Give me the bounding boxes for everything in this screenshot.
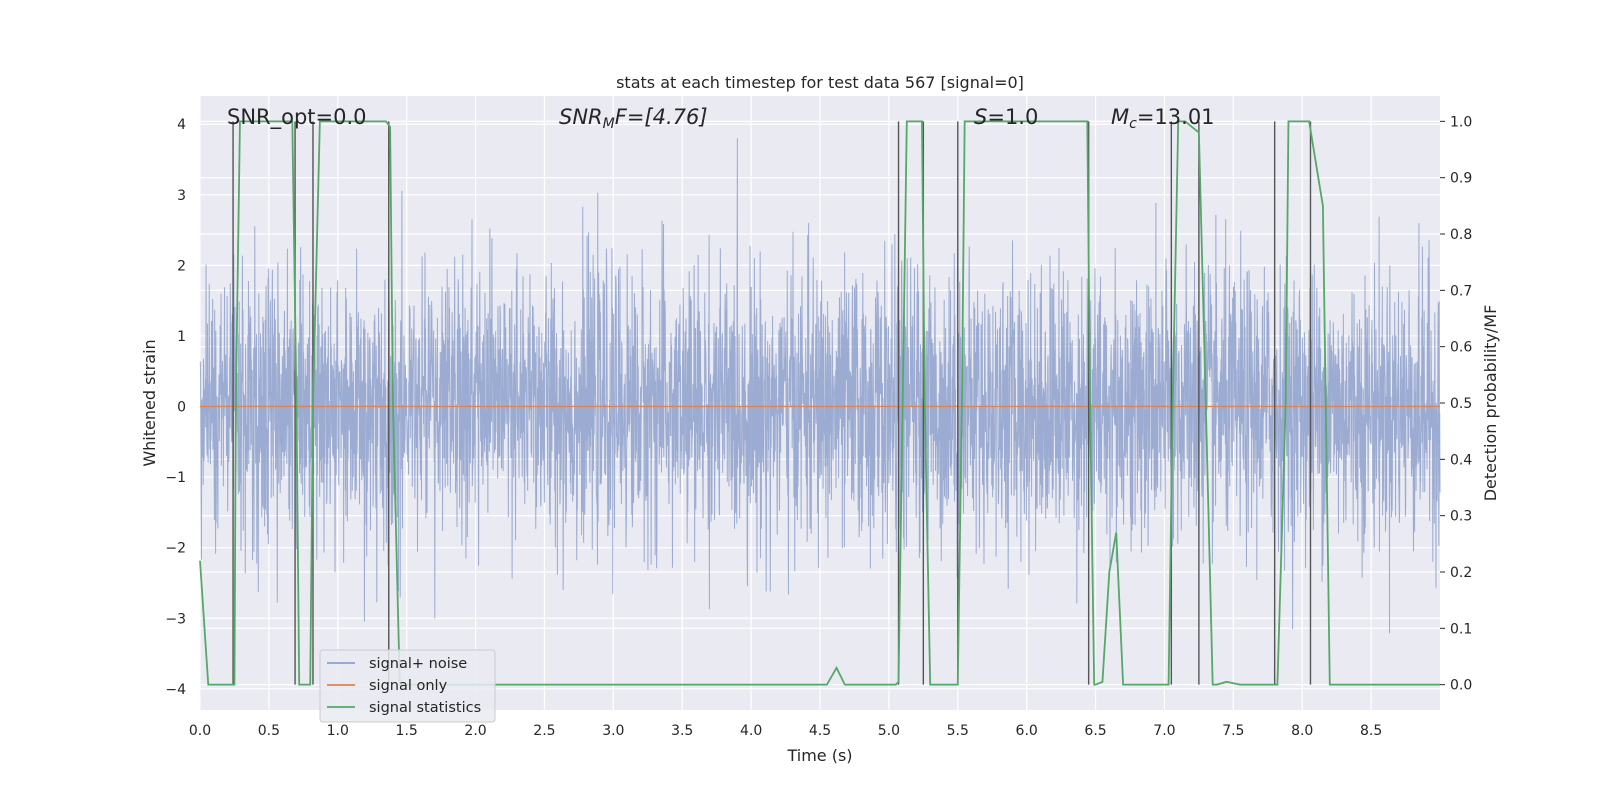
y2-tick-label: 0.8 — [1450, 227, 1472, 243]
annotation-snr-opt: SNR_opt=0.0 — [227, 105, 367, 130]
x-tick-label: 8.0 — [1291, 723, 1313, 739]
y2-tick-label: 0.5 — [1450, 396, 1472, 412]
x-tick-label: 1.0 — [327, 723, 349, 739]
x-tick-label: 2.0 — [464, 723, 486, 739]
annotation-snr-mf-main: SNR — [559, 105, 603, 129]
legend-label-stats: signal statistics — [369, 700, 481, 716]
x-tick-label: 6.5 — [1084, 723, 1106, 739]
annotation-s-main: S — [974, 105, 987, 129]
legend: signal+ noise signal only signal statist… — [319, 649, 496, 723]
x-tick-label: 7.5 — [1222, 723, 1244, 739]
x-tick-label: 7.0 — [1153, 723, 1175, 739]
y-tick-label: −2 — [165, 541, 186, 557]
y-tick-label: 3 — [177, 188, 186, 204]
y-tick-label: 1 — [177, 329, 186, 345]
x-tick-label: 1.5 — [396, 723, 418, 739]
legend-label-signal: signal only — [369, 678, 448, 694]
annotation-snr-mf-sub: M — [603, 116, 615, 132]
y-tick-label: 0 — [177, 400, 186, 416]
y2-axis-label: Detection probability/MF — [1481, 305, 1500, 502]
x-tick-label: 0.0 — [189, 723, 211, 739]
y2-tick-label: 0.3 — [1450, 509, 1472, 525]
annotation-s-rest: =1.0 — [987, 105, 1038, 129]
x-tick-label: 5.5 — [947, 723, 969, 739]
stats-series — [199, 120, 1440, 686]
legend-box — [319, 649, 496, 723]
x-axis-label: Time (s) — [786, 746, 852, 765]
x-tick-label: 4.0 — [740, 723, 762, 739]
y2-tick-label: 0.1 — [1450, 621, 1472, 637]
marker-lines — [232, 121, 1312, 685]
x-tick-label: 0.5 — [258, 723, 280, 739]
y2-tick-label: 0.6 — [1450, 340, 1472, 356]
noise-series — [199, 138, 1441, 634]
stats-line — [199, 120, 1440, 686]
x-tick-label: 3.0 — [602, 723, 624, 739]
y-tick-label: 2 — [177, 258, 186, 274]
x-tick-label: 3.5 — [671, 723, 693, 739]
x-tick-label: 5.0 — [878, 723, 900, 739]
annotation-mc: Mc=13.01 — [1111, 105, 1215, 132]
annotation-s: S=1.0 — [974, 105, 1038, 129]
y-tick-label: −4 — [165, 682, 186, 698]
annotation-mc-rest: =13.01 — [1137, 105, 1215, 129]
x-tick-label: 6.0 — [1016, 723, 1038, 739]
x-tick-label: 2.5 — [533, 723, 555, 739]
y2-tick-label: 1.0 — [1450, 114, 1472, 130]
y2-tick-label: 0.7 — [1450, 283, 1472, 299]
annotation-snr-mf: SNRMF=[4.76] — [559, 105, 708, 132]
y-tick-label: −1 — [165, 470, 186, 486]
noise-line — [199, 138, 1441, 634]
x-tick-label: 4.5 — [809, 723, 831, 739]
y-tick-label: 4 — [177, 117, 186, 133]
annotation-mc-sub: c — [1129, 116, 1137, 132]
y2-tick-label: 0.2 — [1450, 565, 1472, 581]
y2-tick-label: 0.0 — [1450, 678, 1472, 694]
y-axis-label: Whitened strain — [140, 339, 159, 466]
y-tick-label: −3 — [165, 611, 186, 627]
chart-title: stats at each timestep for test data 567… — [616, 73, 1024, 92]
tick-labels: 0.0 0.5 1.0 1.5 2.0 2.5 3.0 3.5 4.0 4.5 5.0 5.5 6.0 6… — [165, 114, 1472, 739]
legend-label-noise: signal+ noise — [369, 656, 467, 672]
y2-tick-label: 0.4 — [1450, 452, 1472, 468]
annotation-mc-main: M — [1111, 105, 1129, 129]
y2-tick-label: 0.9 — [1450, 171, 1472, 187]
annotation-snr-mf-rest: F=[4.76] — [615, 105, 708, 129]
x-tick-label: 8.5 — [1360, 723, 1382, 739]
